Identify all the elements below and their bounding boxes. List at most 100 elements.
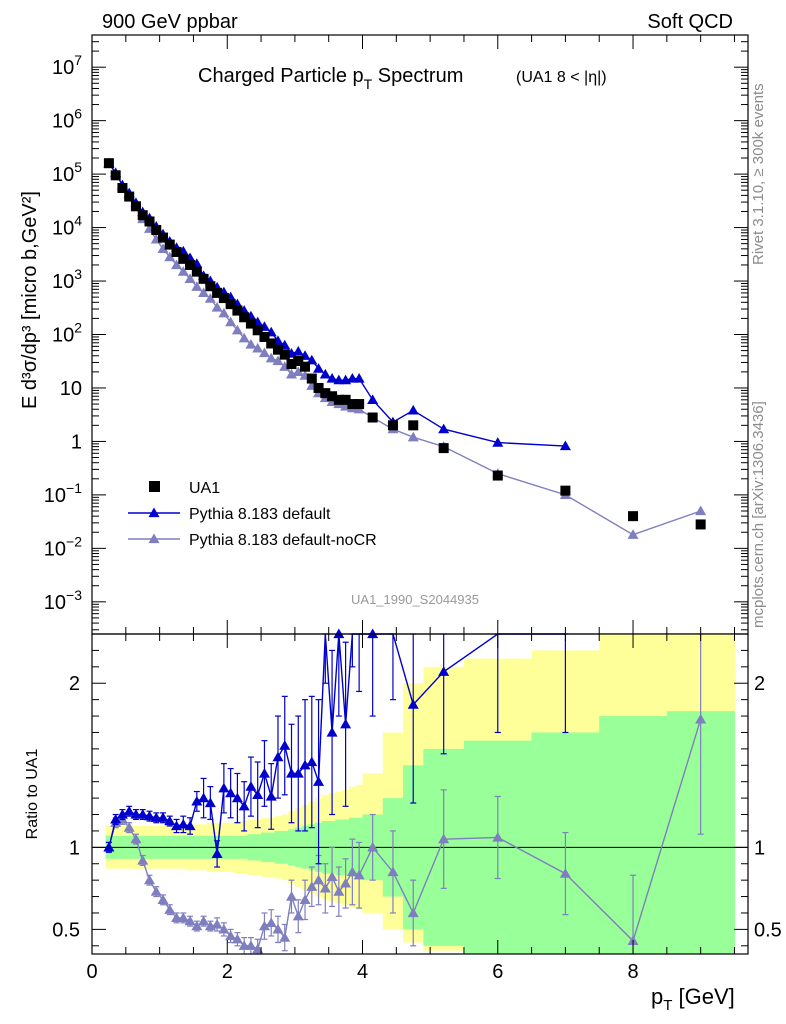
data-point [177,266,189,276]
data-point [340,877,352,888]
title-extra: (UA1 8 < |η|) [516,69,607,86]
y-tick-label: 107 [52,52,82,79]
data-point [286,891,298,901]
data-point [407,699,419,709]
legend-label: Pythia 8.183 default-noCR [189,532,377,549]
data-point [252,342,264,353]
legend: UA1 Pythia 8.183 default Pythia 8.183 defa… [128,480,377,549]
data-point [367,628,379,639]
data-point [130,833,142,844]
data-point [218,307,230,318]
legend-label: UA1 [189,480,220,497]
y-tick-label: 105 [52,159,82,186]
data-point [313,874,325,885]
y-tick-label-right: 2 [754,673,765,695]
data-point [171,259,183,270]
data-point [238,800,250,811]
data-point [259,331,270,342]
data-point [265,917,277,927]
data-point [326,726,338,737]
x-tick-label: 2 [222,961,233,983]
data-point [279,932,291,942]
x-tick-label: 4 [357,961,368,983]
data-point [231,324,243,335]
data-point [150,886,162,896]
data-point [158,232,169,243]
data-point [239,312,250,323]
data-point [353,869,365,880]
data-point [695,505,707,516]
y-tick-label: 103 [52,266,82,293]
data-point [492,831,504,842]
main-title: Charged Particle pT Spectrum [198,65,463,92]
legend-marker [148,533,160,544]
y-tick-label-right: 0.5 [754,919,782,941]
mcplots-label: mcplots.cern.ch [arXiv:1306.3436] [750,401,767,628]
x-label: pT [GeV] [651,984,735,1014]
data-point [407,431,419,442]
data-point [124,191,135,202]
data-point [340,394,351,405]
data-point [327,391,338,402]
data-point [286,359,297,370]
data-point [184,915,196,926]
data-point [319,368,331,379]
data-point [326,373,338,383]
y-tick-label: 10−3 [44,587,82,614]
data-point [116,809,128,819]
data-point [438,443,449,454]
data-point [231,933,243,944]
data-point [185,259,196,270]
ratio-frame [91,633,749,955]
data-point [245,318,256,329]
data-point [353,373,365,383]
data-point [191,920,203,931]
data-point [286,368,298,379]
header-right: Soft QCD [647,11,733,33]
y-tick-label: 102 [52,320,82,347]
data-point [407,404,419,415]
data-point [354,399,365,410]
ratio-series-0 [103,628,569,868]
data-point [313,363,325,373]
data-point [110,170,121,181]
data-point [245,339,257,349]
data-point [137,809,149,819]
main-series [103,157,707,539]
data-point [177,818,189,829]
data-point [178,253,189,264]
y-tick-label: 10−2 [44,533,82,560]
title-subscript: T [364,76,373,92]
data-point [695,519,706,530]
data-point [218,782,230,793]
data-point [232,305,243,316]
ratio-bands [92,634,748,954]
header-left: 900 GeV ppbar [102,11,238,33]
data-point [387,866,399,877]
data-point [198,792,210,803]
data-point [211,301,223,312]
data-point [438,833,450,844]
data-point [164,239,175,250]
data-point [319,882,331,893]
rivet-label: Rivet 3.1.10, ≥ 300k events [750,83,767,265]
series-line [108,162,701,536]
data-point [292,767,304,778]
data-point [313,776,325,786]
y-tick-label: 1 [69,837,80,859]
data-point [130,201,141,212]
data-point [438,423,450,434]
data-point [123,822,135,832]
data-point [293,355,304,366]
data-point [627,529,639,539]
x-tick-label: 6 [492,961,503,983]
data-point [184,273,196,283]
data-point [299,894,311,904]
data-point [110,813,122,824]
data-point [306,373,317,384]
x-tick-label: 8 [627,961,638,983]
data-point [300,361,311,372]
data-point [205,281,216,292]
data-point [367,412,378,423]
data-point [225,930,237,941]
